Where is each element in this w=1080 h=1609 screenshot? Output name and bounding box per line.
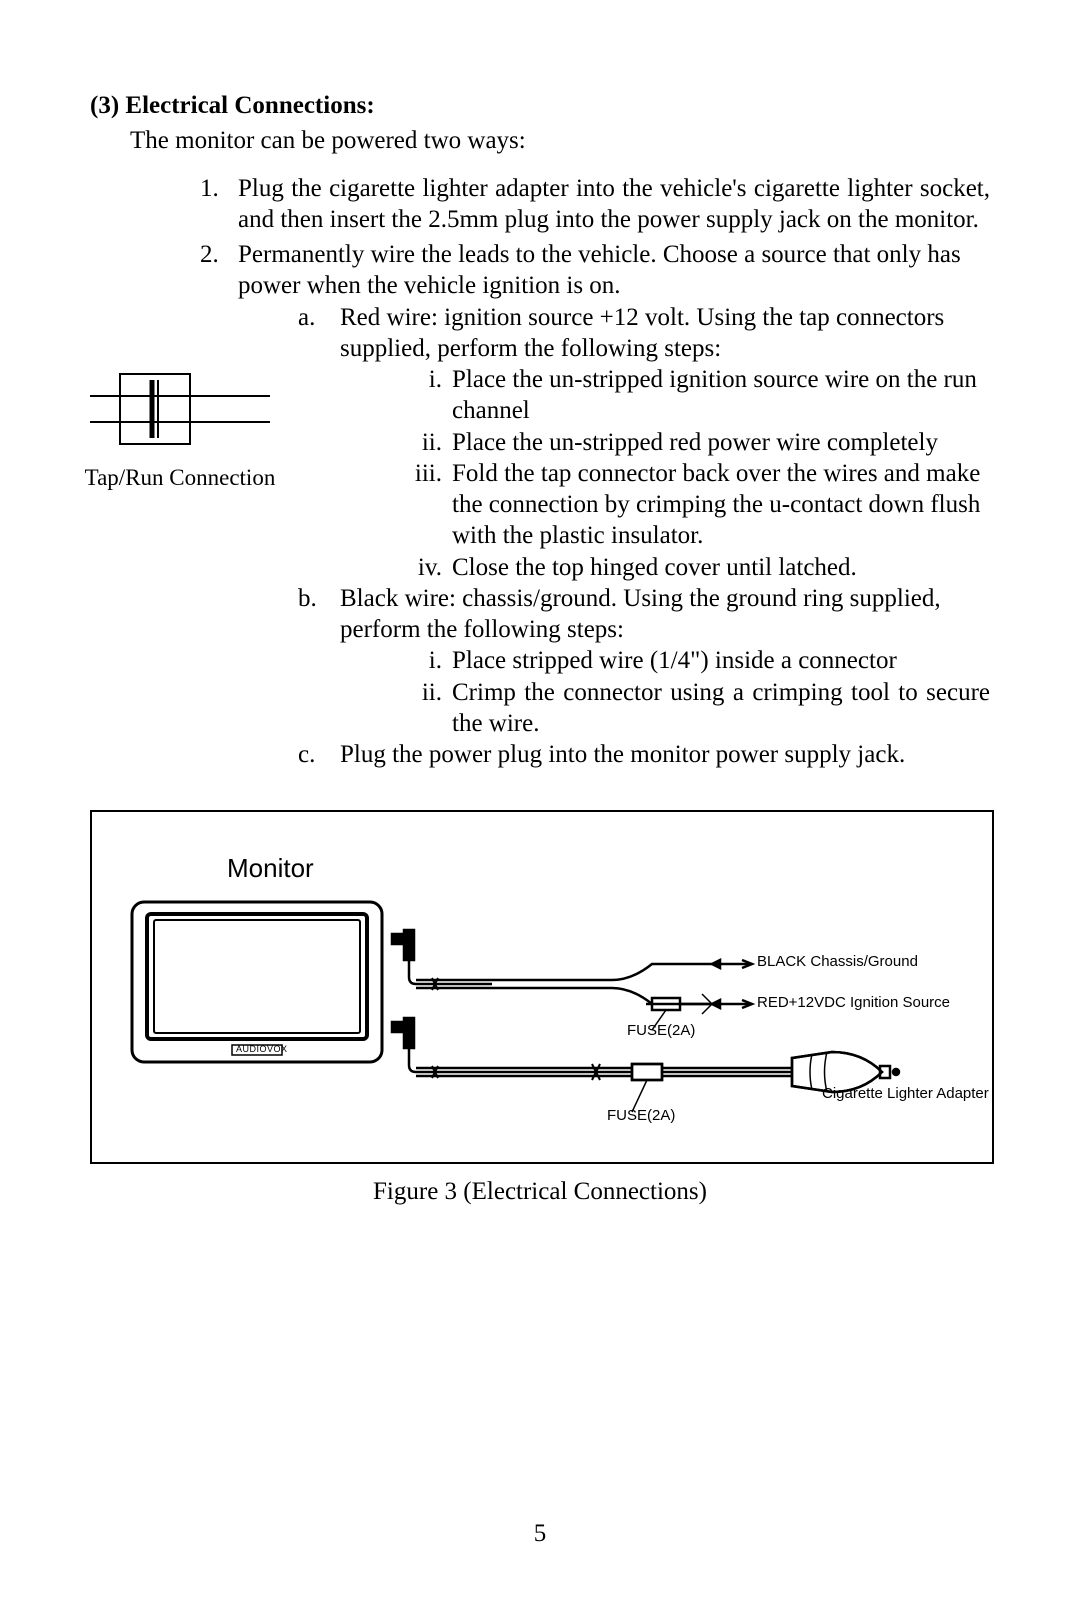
marker-aiv: iv. (402, 552, 442, 583)
marker-c: c. (298, 739, 315, 770)
list-item-2: 2. Permanently wire the leads to the veh… (200, 239, 990, 770)
sub-b: b. Black wire: chassis/ground. Using the… (298, 583, 990, 739)
a-ii-text: Place the un-stripped red power wire com… (452, 427, 990, 458)
a-i: i. Place the un-stripped ignition source… (402, 364, 990, 427)
marker-1: 1. (200, 173, 219, 204)
cig-lighter-label: Cigarette Lighter Adapter (822, 1085, 989, 1104)
item1-text: Plug the cigarette lighter adapter into … (238, 173, 990, 236)
sub-c-text: Plug the power plug into the monitor pow… (340, 739, 990, 770)
main-list: 1. Plug the cigarette lighter adapter in… (200, 173, 990, 771)
list-item-1: 1. Plug the cigarette lighter adapter in… (200, 173, 990, 236)
marker-ai: i. (402, 364, 442, 395)
page-number: 5 (0, 1518, 1080, 1549)
marker-aiii: iii. (402, 458, 442, 489)
figure-svg (92, 812, 988, 1158)
b-ii: ii. Crimp the connector using a crimping… (402, 677, 990, 740)
tap-run-icon (90, 366, 270, 456)
tap-run-label: Tap/Run Connection (80, 464, 280, 493)
a-iv: iv. Close the top hinged cover until lat… (402, 552, 990, 583)
marker-aii: ii. (402, 427, 442, 458)
sub-b-text: Black wire: chassis/ground. Using the gr… (340, 583, 990, 646)
b-i-text: Place stripped wire (1/4") inside a conn… (452, 645, 990, 676)
b-ii-text: Crimp the connector using a crimping too… (452, 677, 990, 740)
fuse-label-2: FUSE(2A) (607, 1107, 675, 1126)
marker-b: b. (298, 583, 317, 614)
a-iii-text: Fold the tap connector back over the wir… (452, 458, 990, 552)
sublist-a: a. Red wire: ignition source +12 volt. U… (298, 302, 990, 771)
figure-caption: Figure 3 (Electrical Connections) (90, 1176, 990, 1207)
marker-bii: ii. (402, 677, 442, 708)
marker-a: a. (298, 302, 315, 333)
sublist-a-roman: i. Place the un-stripped ignition source… (402, 364, 990, 583)
marker-2: 2. (200, 239, 219, 270)
a-iv-text: Close the top hinged cover until latched… (452, 552, 990, 583)
section-heading: (3) Electrical Connections: (90, 90, 990, 121)
a-ii: ii. Place the un-stripped red power wire… (402, 427, 990, 458)
red-wire-label: RED+12VDC Ignition Source (757, 994, 950, 1013)
fuse-label-1: FUSE(2A) (627, 1022, 695, 1041)
sub-c: c. Plug the power plug into the monitor … (298, 739, 990, 770)
item2-text: Permanently wire the leads to the vehicl… (238, 239, 990, 302)
a-iii: iii. Fold the tap connector back over th… (402, 458, 990, 552)
intro-text: The monitor can be powered two ways: (130, 125, 990, 156)
figure-3: Monitor (90, 810, 994, 1164)
sublist-b-roman: i. Place stripped wire (1/4") inside a c… (402, 645, 990, 739)
brand-label: AUDIOVOX (236, 1044, 288, 1055)
sub-a: a. Red wire: ignition source +12 volt. U… (298, 302, 990, 583)
marker-bi: i. (402, 645, 442, 676)
black-wire-label: BLACK Chassis/Ground (757, 953, 918, 972)
sub-a-text: Red wire: ignition source +12 volt. Usin… (340, 302, 990, 365)
tap-run-diagram: Tap/Run Connection (80, 366, 280, 493)
a-i-text: Place the un-stripped ignition source wi… (452, 364, 990, 427)
b-i: i. Place stripped wire (1/4") inside a c… (402, 645, 990, 676)
